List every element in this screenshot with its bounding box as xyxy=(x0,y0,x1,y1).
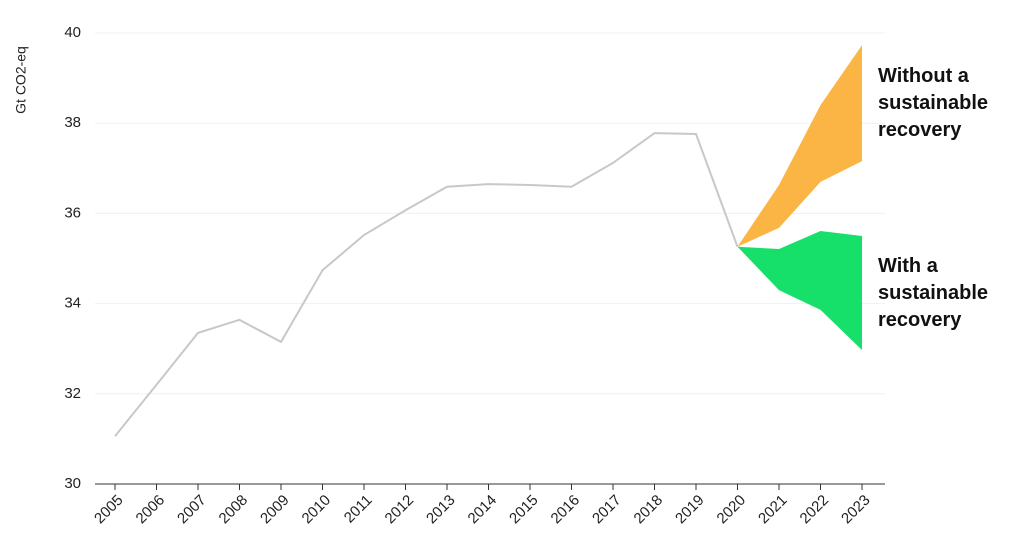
band-area xyxy=(737,230,862,351)
x-tick-label: 2020 xyxy=(714,492,750,528)
x-tick-label: 2016 xyxy=(548,492,584,528)
x-tick-label: 2019 xyxy=(672,492,708,528)
y-tick-label: 40 xyxy=(64,24,81,41)
band-label: With a sustainable recovery xyxy=(878,255,989,331)
x-tick-label: 2018 xyxy=(631,492,667,528)
y-tick-label: 38 xyxy=(64,114,81,131)
x-tick-label: 2014 xyxy=(465,492,501,528)
x-tick-label: 2007 xyxy=(174,492,210,528)
x-tick-label: 2015 xyxy=(506,492,542,528)
x-tick-label: 2017 xyxy=(589,492,625,528)
x-tick-label: 2013 xyxy=(423,492,459,528)
x-tick-label: 2012 xyxy=(382,492,418,528)
x-tick-label: 2023 xyxy=(838,492,874,528)
y-axis-label: Gt CO2-eq xyxy=(13,46,29,114)
x-tick-label: 2021 xyxy=(755,492,791,528)
y-tick-label: 34 xyxy=(64,295,81,312)
y-tick-label: 36 xyxy=(64,204,81,221)
y-tick-label: 32 xyxy=(64,385,81,402)
line xyxy=(114,132,739,437)
x-tick-label: 2022 xyxy=(797,492,833,528)
x-tick-label: 2010 xyxy=(299,492,335,528)
x-tick-label: 2006 xyxy=(133,492,169,528)
band-label: Without a sustainable recovery xyxy=(878,65,989,142)
x-tick-label: 2008 xyxy=(216,492,252,528)
y-tick-label: 30 xyxy=(64,475,81,492)
x-tick-label: 2005 xyxy=(91,492,127,528)
x-tick-label: 2011 xyxy=(341,492,376,527)
band-area xyxy=(737,45,862,247)
x-tick-label: 2009 xyxy=(257,492,293,528)
